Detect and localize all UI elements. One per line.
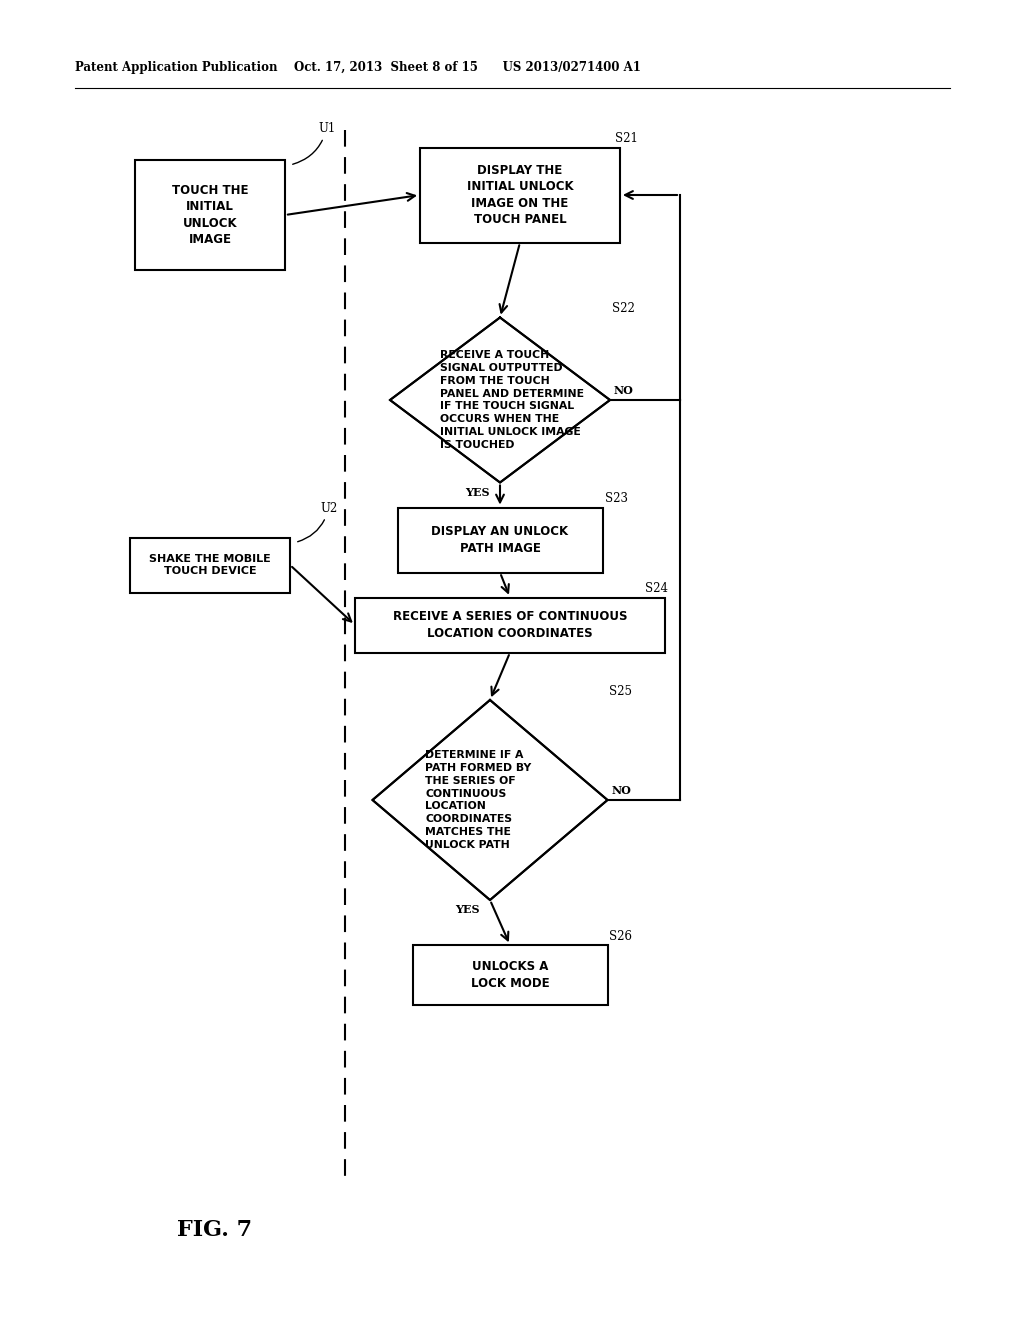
Bar bbox=[130, 537, 290, 593]
Text: S26: S26 bbox=[609, 931, 633, 942]
Bar bbox=[397, 507, 602, 573]
Text: NO: NO bbox=[614, 385, 634, 396]
Text: YES: YES bbox=[456, 904, 480, 915]
Text: S24: S24 bbox=[645, 582, 668, 595]
Bar bbox=[413, 945, 607, 1005]
Text: SHAKE THE MOBILE
TOUCH DEVICE: SHAKE THE MOBILE TOUCH DEVICE bbox=[150, 553, 271, 577]
Polygon shape bbox=[390, 318, 610, 483]
Text: S25: S25 bbox=[609, 685, 633, 698]
Text: U1: U1 bbox=[293, 121, 335, 164]
Text: S23: S23 bbox=[604, 492, 628, 506]
Text: DISPLAY AN UNLOCK
PATH IMAGE: DISPLAY AN UNLOCK PATH IMAGE bbox=[431, 525, 568, 554]
Text: UNLOCKS A
LOCK MODE: UNLOCKS A LOCK MODE bbox=[471, 960, 549, 990]
Text: S22: S22 bbox=[612, 302, 635, 315]
Bar bbox=[135, 160, 285, 271]
Text: YES: YES bbox=[466, 487, 490, 498]
Polygon shape bbox=[373, 700, 607, 900]
Text: DISPLAY THE
INITIAL UNLOCK
IMAGE ON THE
TOUCH PANEL: DISPLAY THE INITIAL UNLOCK IMAGE ON THE … bbox=[467, 164, 573, 226]
Bar bbox=[420, 148, 620, 243]
Text: RECEIVE A SERIES OF CONTINUOUS
LOCATION COORDINATES: RECEIVE A SERIES OF CONTINUOUS LOCATION … bbox=[393, 610, 628, 640]
Text: S21: S21 bbox=[615, 132, 638, 144]
Text: DETERMINE IF A
PATH FORMED BY
THE SERIES OF
CONTINUOUS
LOCATION
COORDINATES
MATC: DETERMINE IF A PATH FORMED BY THE SERIES… bbox=[425, 750, 531, 850]
Text: NO: NO bbox=[611, 785, 632, 796]
Text: U2: U2 bbox=[298, 502, 337, 541]
Text: RECEIVE A TOUCH
SIGNAL OUTPUTTED
FROM THE TOUCH
PANEL AND DETERMINE
IF THE TOUCH: RECEIVE A TOUCH SIGNAL OUTPUTTED FROM TH… bbox=[439, 350, 584, 450]
Text: TOUCH THE
INITIAL
UNLOCK
IMAGE: TOUCH THE INITIAL UNLOCK IMAGE bbox=[172, 183, 248, 247]
Bar bbox=[355, 598, 665, 652]
Text: Patent Application Publication    Oct. 17, 2013  Sheet 8 of 15      US 2013/0271: Patent Application Publication Oct. 17, … bbox=[75, 62, 641, 74]
Text: FIG. 7: FIG. 7 bbox=[177, 1218, 253, 1241]
